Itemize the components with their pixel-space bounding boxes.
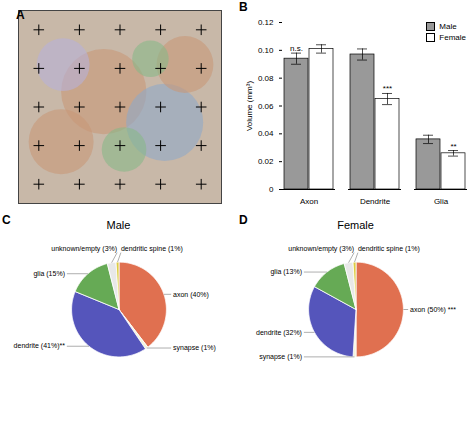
svg-text:**: ** (450, 142, 456, 151)
svg-text:Glia: Glia (434, 197, 449, 206)
svg-text:axon (40%): axon (40%) (173, 291, 209, 299)
html-text:C: C (2, 213, 11, 227)
svg-text:dendrite (41%)**: dendrite (41%)** (14, 342, 66, 350)
html-text:Female: Female (337, 219, 374, 231)
html-text:D: D (239, 213, 248, 227)
svg-text:unknown/empty (3%): unknown/empty (3%) (288, 245, 354, 253)
html-text:B: B (239, 0, 248, 14)
svg-text:0.02: 0.02 (258, 157, 274, 166)
html-text:Male: Male (439, 22, 457, 31)
svg-text:Axon: Axon (300, 197, 318, 206)
svg-text:0.12: 0.12 (258, 18, 274, 27)
html-text:Male: Male (106, 219, 131, 231)
svg-text:synapse (1%): synapse (1%) (173, 344, 216, 352)
svg-text:0.04: 0.04 (258, 129, 274, 138)
svg-text:Dendrite: Dendrite (360, 197, 391, 206)
svg-text:glia (13%): glia (13%) (270, 268, 302, 276)
svg-text:unknown/empty (3%): unknown/empty (3%) (51, 245, 117, 253)
svg-text:***: *** (383, 84, 392, 93)
svg-text:dendritic spine (1%): dendritic spine (1%) (358, 245, 420, 253)
svg-text:0.10: 0.10 (258, 46, 274, 55)
svg-text:dendritic spine (1%): dendritic spine (1%) (121, 245, 183, 253)
svg-text:n.s.: n.s. (290, 44, 303, 53)
svg-text:0.06: 0.06 (258, 102, 274, 111)
svg-text:axon (50%) ***: axon (50%) *** (410, 306, 456, 314)
svg-text:Volume (mm³): Volume (mm³) (245, 81, 254, 132)
html-text:Female: Female (439, 33, 466, 42)
svg-text:dendrite (32%): dendrite (32%) (256, 329, 302, 337)
svg-text:0.08: 0.08 (258, 74, 274, 83)
svg-text:glia (15%): glia (15%) (33, 270, 65, 278)
svg-text:0: 0 (269, 185, 274, 194)
svg-text:synapse (1%): synapse (1%) (259, 353, 302, 361)
html-text:A: A (16, 8, 25, 22)
